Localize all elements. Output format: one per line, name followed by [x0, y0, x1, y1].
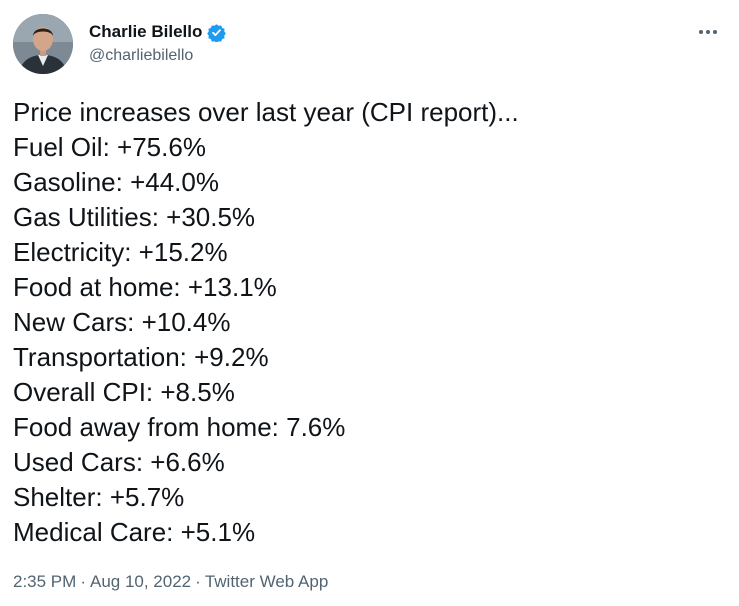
name-row: Charlie Bilello — [89, 20, 227, 44]
avatar[interactable] — [13, 14, 73, 74]
tweet-line: Food away from home: 7.6% — [13, 412, 346, 442]
tweet-line: Shelter: +5.7% — [13, 482, 185, 512]
tweet-line: Gasoline: +44.0% — [13, 167, 219, 197]
tweet-line: Used Cars: +6.6% — [13, 447, 225, 477]
tweet-line: Fuel Oil: +75.6% — [13, 132, 206, 162]
tweet-line: Transportation: +9.2% — [13, 342, 269, 372]
tweet-line: Gas Utilities: +30.5% — [13, 202, 256, 232]
tweet-text: Price increases over last year (CPI repo… — [13, 95, 719, 550]
tweet-meta: 2:35 PM · Aug 10, 2022 · Twitter Web App — [13, 572, 328, 592]
display-name[interactable]: Charlie Bilello — [89, 22, 203, 41]
tweet-date[interactable]: Aug 10, 2022 — [89, 572, 192, 591]
more-options-button[interactable] — [697, 22, 719, 42]
meta-separator: · — [195, 572, 201, 591]
tweet-line: Food at home: +13.1% — [13, 272, 277, 302]
profile-photo-icon — [13, 14, 73, 74]
tweet-line: Price increases over last year (CPI repo… — [13, 97, 519, 127]
user-handle[interactable]: @charliebilello — [89, 47, 194, 64]
ellipsis-icon — [699, 30, 717, 34]
verified-badge-icon — [207, 23, 227, 43]
user-info: Charlie Bilello @charliebilello — [89, 20, 227, 65]
tweet-time[interactable]: 2:35 PM — [13, 572, 77, 591]
tweet-line: Overall CPI: +8.5% — [13, 377, 235, 407]
tweet-source-link[interactable]: Twitter Web App — [204, 572, 329, 591]
tweet-line: Electricity: +15.2% — [13, 237, 228, 267]
meta-separator: · — [80, 572, 86, 591]
tweet-line: Medical Care: +5.1% — [13, 517, 256, 547]
tweet-line: New Cars: +10.4% — [13, 307, 231, 337]
